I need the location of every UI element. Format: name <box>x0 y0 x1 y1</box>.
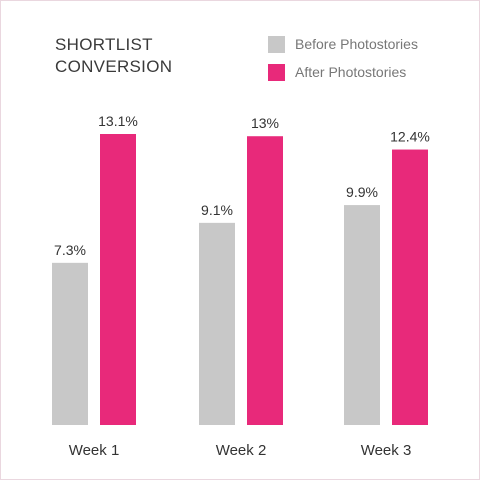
bar-after-week-3 <box>392 149 428 425</box>
data-label-before-week-2: 9.1% <box>201 202 233 218</box>
bar-before-week-3 <box>344 205 380 425</box>
bar-before-week-1 <box>52 262 88 425</box>
data-label-after-week-2: 13% <box>251 115 279 131</box>
x-tick-label-week-1: Week 1 <box>69 442 120 459</box>
legend-item-after: After Photostories <box>268 63 418 81</box>
legend-label-before: Before Photostories <box>295 36 418 52</box>
chart-title-line-2: CONVERSION <box>55 57 173 76</box>
x-tick-label-week-2: Week 2 <box>216 442 267 459</box>
legend-label-after: After Photostories <box>295 64 407 80</box>
bar-after-week-2 <box>247 136 283 425</box>
chart-legend: Before Photostories After Photostories <box>268 35 418 91</box>
legend-item-before: Before Photostories <box>268 35 418 53</box>
data-label-before-week-1: 7.3% <box>54 242 86 258</box>
chart-title: SHORTLIST CONVERSION <box>55 34 172 78</box>
x-tick-label-week-3: Week 3 <box>361 442 412 459</box>
data-label-after-week-3: 12.4% <box>390 129 430 145</box>
legend-swatch-before <box>268 35 285 53</box>
data-label-before-week-3: 9.9% <box>346 184 378 200</box>
bar-after-week-1 <box>100 134 136 425</box>
bar-before-week-2 <box>199 222 235 425</box>
legend-swatch-after <box>268 63 285 81</box>
chart-title-line-1: SHORTLIST <box>55 35 153 54</box>
data-label-after-week-1: 13.1% <box>98 113 138 129</box>
